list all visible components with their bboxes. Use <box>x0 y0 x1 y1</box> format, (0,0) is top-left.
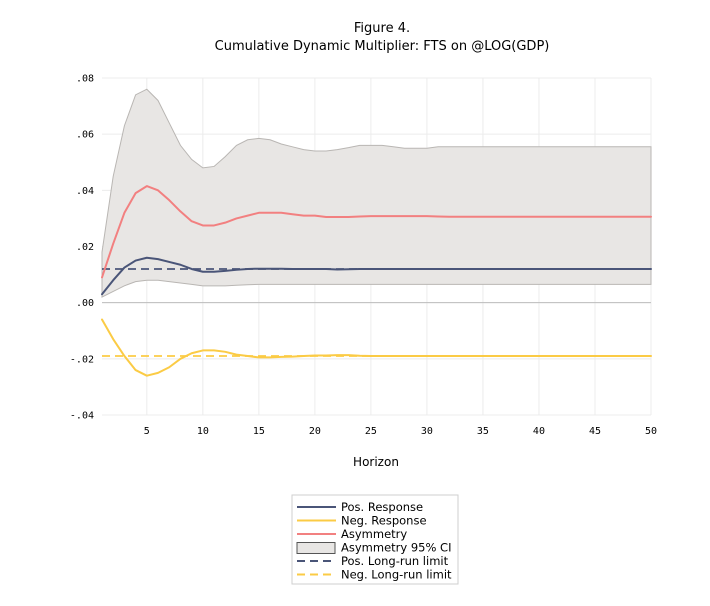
series-line-pos-response <box>101 256 652 296</box>
x-axis-label: Horizon <box>353 455 399 469</box>
x-tick-label: 25 <box>365 426 377 437</box>
legend-label-asymmetry-95-ci: Asymmetry 95% CI <box>341 541 451 555</box>
legend-label-pos-response: Pos. Response <box>341 500 423 514</box>
y-tick-label: .00 <box>76 298 94 309</box>
y-tick-label: .06 <box>76 130 94 141</box>
y-axis-ticks: -.04 -.02 .00 .02 .04 .06 .08 <box>70 74 94 422</box>
x-tick-label: 30 <box>421 426 433 437</box>
x-tick-label: 10 <box>197 426 209 437</box>
x-tick-label: 45 <box>589 426 601 437</box>
y-tick-label: .08 <box>76 74 94 85</box>
series-layer <box>101 185 652 377</box>
x-tick-label: 50 <box>645 426 657 437</box>
legend-label-asymmetry: Asymmetry <box>341 527 407 541</box>
x-tick-label: 15 <box>253 426 265 437</box>
y-tick-label: .04 <box>76 186 94 197</box>
ci-band-layer <box>101 88 652 298</box>
legend-label-pos-long-run-limit: Pos. Long-run limit <box>341 554 449 568</box>
series-line-neg-response <box>101 318 652 377</box>
x-tick-label: 35 <box>477 426 489 437</box>
ci-band <box>101 88 652 298</box>
y-tick-label: -.02 <box>70 354 94 365</box>
y-tick-label: -.04 <box>70 411 94 422</box>
chart-title: Figure 4. <box>354 21 410 36</box>
chart-subtitle: Cumulative Dynamic Multiplier: FTS on @L… <box>215 39 550 54</box>
legend-box <box>291 494 459 585</box>
legend-label-neg-long-run-limit: Neg. Long-run limit <box>341 568 452 582</box>
y-tick-label: .02 <box>76 242 94 253</box>
x-tick-label: 20 <box>309 426 321 437</box>
legend-swatch-asymmetry-95-ci <box>296 542 336 554</box>
series-line-asymmetry <box>101 185 652 279</box>
x-tick-label: 40 <box>533 426 545 437</box>
x-tick-label: 5 <box>144 426 150 437</box>
legend-label-neg-response: Neg. Response <box>341 514 427 528</box>
x-axis-ticks: 5 10 15 20 25 30 35 40 45 50 <box>144 426 657 437</box>
